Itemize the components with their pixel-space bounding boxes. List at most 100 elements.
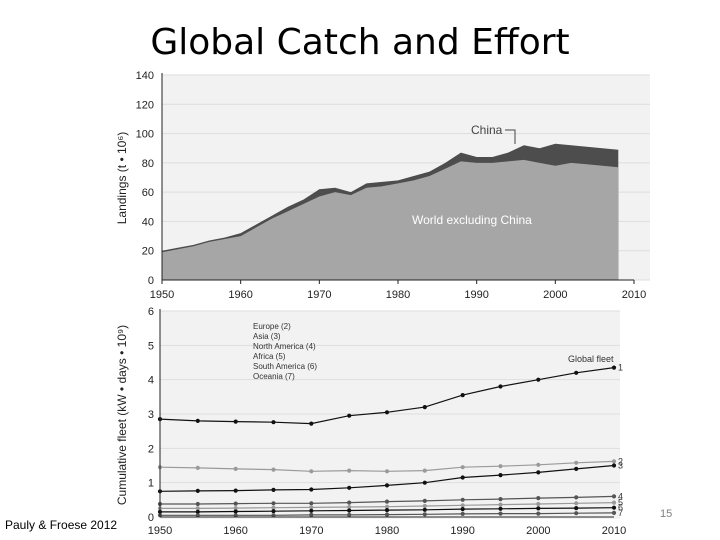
- asia-point: [271, 487, 276, 492]
- landings-chart: 0 20 40 60 80 100 120 140 1950 1960 1970 1980 1990 20…: [115, 70, 650, 301]
- asia-point: [574, 466, 579, 471]
- landings-y-tick: 60: [142, 187, 154, 199]
- asia-point: [233, 488, 238, 493]
- global-fleet-point: [195, 418, 200, 423]
- china-series-label: China: [471, 123, 503, 137]
- oceania-point: [384, 512, 390, 517]
- global-fleet-point: [384, 410, 390, 415]
- global-fleet-point: [271, 420, 276, 425]
- oceania-point: [498, 511, 503, 516]
- north-america-point: [536, 496, 541, 501]
- landings-areas: [162, 143, 619, 280]
- landings-x-tick: 1970: [307, 289, 331, 301]
- africa-point: [536, 501, 541, 507]
- landings-axes: 0 20 40 60 80 100 120 140 1950 1960 1970 1980 1990 20…: [136, 70, 647, 301]
- oceania-point: [574, 511, 579, 516]
- africa-point: [574, 501, 579, 506]
- landings-y-tick: 40: [142, 216, 154, 228]
- fleet-x-tick: 1950: [148, 525, 172, 537]
- asia-point: [384, 483, 390, 488]
- landings-x-tick: 2000: [543, 289, 567, 301]
- global-fleet-point: [611, 365, 617, 370]
- world-series-label: World excluding China: [412, 213, 532, 227]
- oceania-point: [536, 511, 541, 516]
- landings-x-tick: 1950: [150, 289, 174, 301]
- europe-series-number: 2: [618, 456, 623, 466]
- south-america-point: [574, 506, 579, 511]
- north-america-point: [195, 501, 200, 507]
- oceania-point: [347, 512, 352, 518]
- global-fleet-point: [536, 377, 541, 382]
- south-america-point: [536, 506, 541, 511]
- asia-point: [422, 480, 427, 485]
- africa-point: [611, 500, 617, 505]
- south-america-point: [611, 505, 617, 510]
- fleet-x-tick: 1980: [375, 525, 399, 537]
- landings-y-tick: 140: [136, 70, 154, 82]
- north-america-point: [384, 499, 390, 504]
- oceania-point: [271, 513, 276, 518]
- africa-point: [498, 502, 503, 507]
- fleet-y-tick: 6: [148, 306, 154, 318]
- north-america-point: [233, 501, 238, 506]
- global-fleet-point: [309, 421, 314, 426]
- global-fleet-label: Global fleet: [568, 354, 614, 364]
- north-america-point: [611, 494, 617, 499]
- asia-point: [347, 485, 352, 490]
- fleet-legend-entry: North America (4): [253, 342, 316, 351]
- landings-y-label: Landings (t • 10⁶): [115, 132, 129, 225]
- europe-point: [460, 465, 465, 470]
- south-america-point: [309, 508, 314, 513]
- oceania-point: [195, 513, 200, 518]
- north-america-point: [347, 500, 352, 505]
- north-america-point: [271, 501, 276, 506]
- europe-point: [574, 460, 579, 465]
- europe-point: [271, 467, 276, 472]
- fleet-x-tick: 1990: [450, 525, 474, 537]
- asia-point: [611, 463, 617, 468]
- fleet-y-tick: 0: [148, 512, 154, 524]
- europe-point: [309, 469, 314, 474]
- oceania-point: [460, 511, 465, 516]
- north-america-point: [498, 497, 503, 502]
- global-fleet-point: [498, 384, 503, 389]
- africa-point: [384, 504, 390, 509]
- landings-y-tick: 120: [136, 99, 154, 111]
- fleet-legend: Europe (2)Asia (3)North America (4)Afric…: [253, 322, 317, 381]
- europe-point: [195, 465, 200, 470]
- fleet-y-label: Cumulative fleet (kW • days • 10⁹): [115, 325, 129, 505]
- fleet-y-tick: 1: [148, 478, 154, 490]
- africa-point: [347, 504, 352, 510]
- landings-y-tick: 20: [142, 246, 154, 258]
- asia-point: [498, 473, 503, 478]
- global-fleet-point: [422, 405, 427, 410]
- europe-point: [384, 469, 390, 474]
- south-america-point: [498, 506, 503, 511]
- asia-point: [195, 488, 200, 493]
- fleet-legend-entry: Asia (3): [253, 332, 281, 341]
- africa-point: [195, 506, 200, 511]
- fleet-gridlines: [160, 310, 620, 484]
- oceania-series-number: 7: [618, 508, 623, 518]
- europe-point: [536, 462, 541, 467]
- fleet-x-tick: 1960: [223, 525, 247, 537]
- south-america-point: [347, 508, 352, 513]
- africa-series-number: 5: [618, 498, 623, 508]
- global-fleet-point: [233, 419, 238, 424]
- south-america-point: [384, 508, 390, 513]
- oceania-point: [422, 512, 427, 517]
- europe-point: [611, 459, 617, 464]
- landings-x-tick: 1990: [464, 289, 488, 301]
- asia-point: [536, 470, 541, 475]
- global-fleet-point: [460, 393, 465, 398]
- fleet-x-tick: 2000: [526, 525, 550, 537]
- africa-point: [271, 505, 276, 510]
- south-america-point: [233, 509, 238, 514]
- fleet-legend-entry: South America (6): [253, 362, 317, 371]
- south-america-point: [460, 507, 465, 512]
- asia-point: [460, 475, 465, 480]
- north-america-point: [460, 497, 465, 502]
